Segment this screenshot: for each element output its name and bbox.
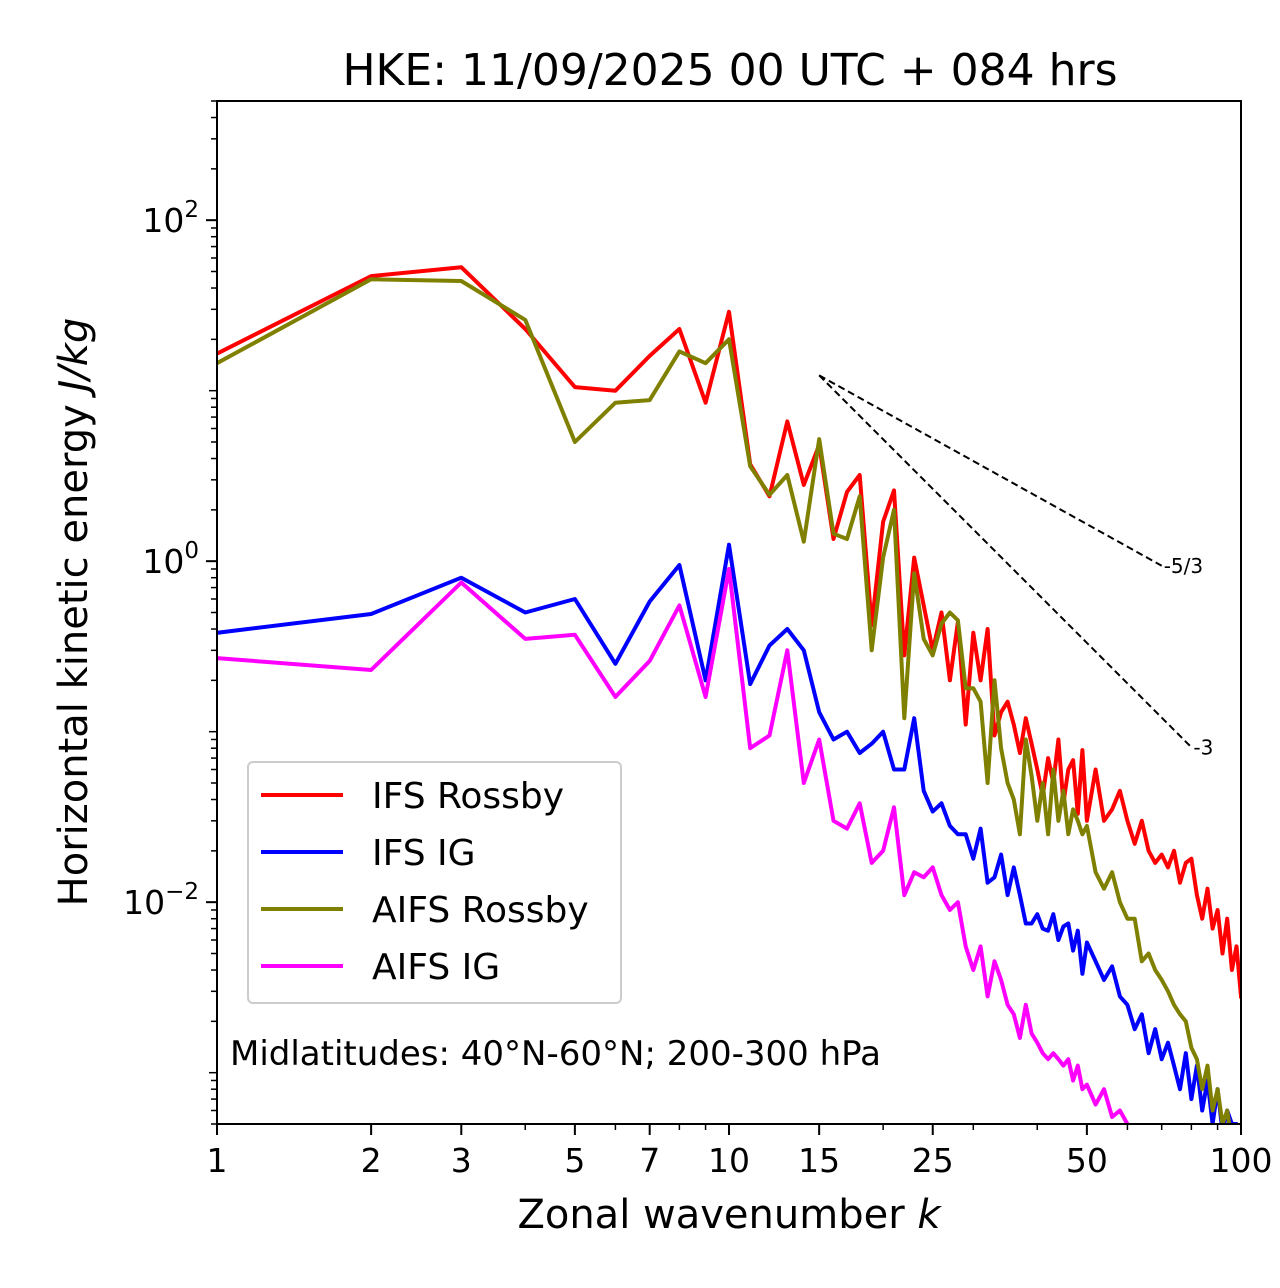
chart-title: HKE: 11/09/2025 00 UTC + 084 hrs: [342, 45, 1117, 96]
x-tick-label-25: 25: [912, 1141, 954, 1180]
legend-label-aifs-rossby: AIFS Rossby: [372, 890, 589, 931]
minor-ticks: [209, 100, 1219, 1130]
legend-label-ifs-ig: IFS IG: [372, 833, 476, 874]
y-tick-label-0: 100: [142, 538, 199, 581]
slope-label-3: -3: [1193, 735, 1213, 759]
x-tick-label-5: 5: [564, 1141, 585, 1180]
x-tick-label-7: 7: [639, 1141, 660, 1180]
legend-label-aifs-ig: AIFS IG: [372, 947, 500, 988]
legend-label-ifs-rossby: IFS Rossby: [372, 776, 564, 817]
slope-line-5-3: [818, 374, 1163, 567]
y-axis-ticks: 102 100 10−2: [123, 197, 217, 922]
series-line-ifs-ig: [217, 542, 1239, 1124]
region-annotation: Midlatitudes: 40°N-60°N; 200-300 hPa: [230, 1034, 881, 1074]
reference-slopes: -5/3 -3: [818, 374, 1213, 759]
x-tick-label-2: 2: [361, 1141, 382, 1180]
series-line-aifs-rossby: [217, 277, 1232, 1124]
x-tick-label-1: 1: [207, 1141, 228, 1180]
legend: IFS Rossby IFS IG AIFS Rossby AIFS IG: [247, 761, 622, 1004]
y-axis-label: Horizontal kinetic energy J/kg: [51, 318, 97, 907]
x-axis-ticks: 1 2 3 5 7 10 15 25 50 100: [207, 1124, 1273, 1180]
series-line-ifs-rossby: [217, 265, 1241, 999]
x-tick-label-15: 15: [798, 1141, 840, 1180]
series-layer: [217, 265, 1241, 1124]
y-tick-label-2: 10−2: [123, 879, 199, 922]
y-tick-label-2: 102: [142, 197, 199, 240]
x-tick-label-50: 50: [1066, 1141, 1108, 1180]
legend-frame: [247, 761, 622, 1004]
slope-label-5-3: -5/3: [1164, 554, 1203, 578]
x-axis-label: Zonal wavenumber k: [517, 1192, 942, 1238]
slope-line-3: [818, 374, 1193, 748]
x-tick-label-10: 10: [708, 1141, 750, 1180]
x-tick-label-100: 100: [1210, 1141, 1273, 1180]
x-tick-label-3: 3: [451, 1141, 472, 1180]
series-line-aifs-ig: [217, 567, 1130, 1124]
